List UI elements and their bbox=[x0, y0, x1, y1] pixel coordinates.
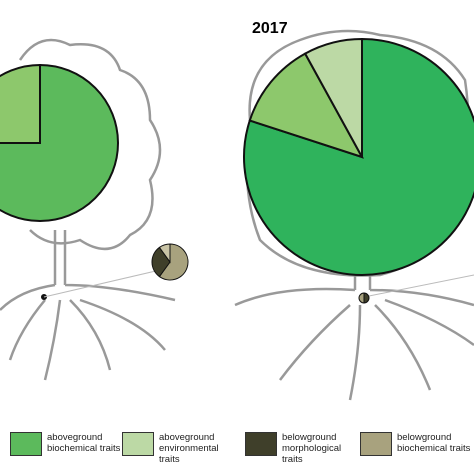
pie-slice bbox=[358, 292, 365, 304]
legend-swatch bbox=[122, 432, 154, 456]
legend-item: belowground morphological traits bbox=[245, 432, 360, 465]
pie-slice bbox=[0, 63, 119, 222]
pie-slice bbox=[0, 63, 41, 144]
legend-swatch bbox=[10, 432, 42, 456]
tree-left bbox=[0, 38, 176, 381]
pie-slice bbox=[363, 292, 370, 304]
pie-slice bbox=[303, 37, 363, 158]
legend-label: aboveground biochemical traits bbox=[47, 432, 121, 454]
legend-item: belowground biochemical traits bbox=[360, 432, 474, 456]
chart-title: 2017 bbox=[252, 20, 288, 37]
legend-swatch bbox=[245, 432, 277, 456]
pie-slice bbox=[151, 246, 171, 278]
pie-slice bbox=[158, 243, 171, 264]
legend-label: aboveground environmental traits bbox=[159, 432, 219, 465]
legend-label: belowground morphological traits bbox=[282, 432, 342, 465]
pointer bbox=[368, 274, 474, 297]
pie-slice bbox=[248, 52, 365, 159]
legend-swatch bbox=[360, 432, 392, 456]
pie-slice bbox=[158, 243, 189, 281]
legend-item: aboveground biochemical traits bbox=[10, 432, 125, 456]
pointer bbox=[43, 269, 161, 298]
legend-label: belowground biochemical traits bbox=[397, 432, 471, 454]
legend-item: aboveground environmental traits bbox=[122, 432, 237, 465]
chart: 2017 bbox=[0, 20, 474, 401]
